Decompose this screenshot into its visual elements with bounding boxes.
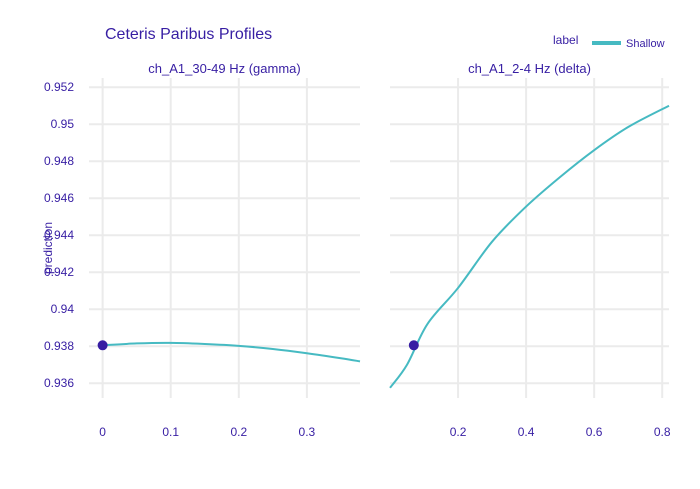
x-tick-label: 0.2 (450, 425, 467, 439)
y-tick-label: 0.952 (44, 80, 74, 94)
legend: label Shallow (553, 33, 665, 50)
x-tick-label: 0.1 (162, 425, 179, 439)
x-tick-label: 0.2 (230, 425, 247, 439)
panel-subtitle: ch_A1_30-49 Hz (gamma) (148, 61, 300, 76)
y-tick-label: 0.95 (51, 117, 75, 131)
x-tick-label: 0.6 (586, 425, 603, 439)
observation-point (97, 340, 108, 351)
y-tick-label: 0.936 (44, 376, 74, 390)
y-axis-title: prediction (41, 222, 55, 274)
series-line-shallow (102, 341, 361, 363)
observation-point (408, 340, 419, 351)
panels: 0.936 0.938 0.94 0.942 0.944 0.946 0.948 0.95 0.… (44, 61, 671, 439)
panel-subtitle: ch_A1_2-4 Hz (delta) (468, 61, 591, 76)
legend-label-shallow: Shallow (626, 38, 665, 50)
y-tick-label: 0.938 (44, 339, 74, 353)
y-tick-label: 0.942 (44, 265, 74, 279)
y-tick-label: 0.948 (44, 154, 74, 168)
panel-2: 0.2 0.4 0.6 0.8 ch_A1_2-4 Hz (delta) (389, 61, 671, 439)
x-tick-label: 0 (99, 425, 106, 439)
x-tick-label: 0.4 (518, 425, 535, 439)
panel-1: 0.936 0.938 0.94 0.942 0.944 0.946 0.948 0.95 0.… (44, 61, 361, 439)
y-tick-label: 0.944 (44, 228, 74, 242)
legend-title: label (553, 33, 578, 47)
chart-title: Ceteris Paribus Profiles (105, 26, 272, 43)
y-tick-label: 0.946 (44, 191, 74, 205)
x-tick-label: 0.8 (654, 425, 671, 439)
x-tick-label: 0.3 (299, 425, 316, 439)
y-tick-label: 0.94 (51, 302, 75, 316)
